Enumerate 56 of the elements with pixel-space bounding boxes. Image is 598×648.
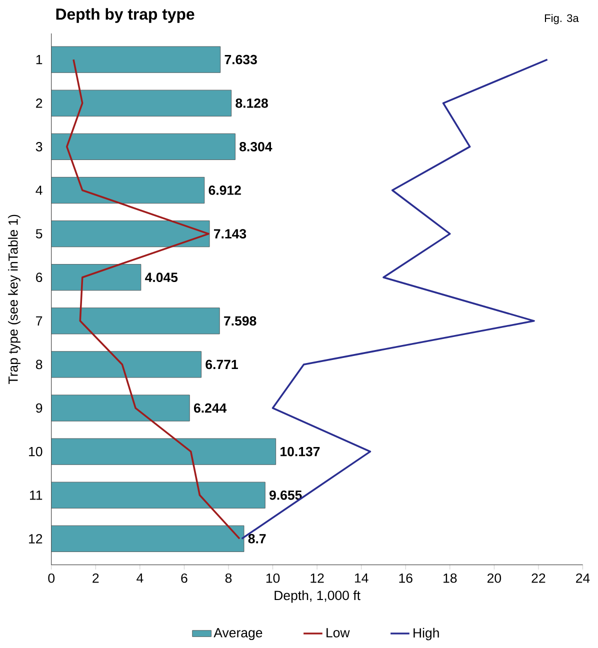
y-axis-title: Trap type (see key inTable 1) [8,214,20,384]
y-tick-label: 8 [36,360,42,370]
y-tick-label: 10 [28,446,42,456]
y-tick-label: 7 [36,316,42,326]
bar [51,264,142,291]
bar [51,133,236,160]
x-tick-label: 2 [92,573,99,583]
bar [51,394,190,422]
bar [51,308,220,334]
y-tick-label: 12 [28,534,42,544]
data-label: 6.771 [206,360,238,370]
x-tick-label: 10 [266,573,280,583]
bar [51,438,276,465]
x-tick-label: 0 [48,573,54,583]
y-tick-label: 11 [30,490,42,500]
data-label: 9.655 [269,490,302,500]
data-label: 7.143 [214,229,246,239]
x-tick-label: 8 [225,573,232,583]
bar [51,351,202,378]
bar [51,176,205,204]
y-tick-label: 3 [36,142,42,152]
y-tick-label: 2 [36,98,42,108]
x-tick-label: 22 [532,573,546,583]
x-tick-label: 18 [443,573,457,583]
y-tick-label: 9 [36,403,42,413]
y-tick-label: 4 [36,186,42,195]
caption: Fig. 3a [544,14,579,24]
x-tick-label: 12 [310,573,324,583]
bar [51,525,244,552]
data-label: 8.7 [248,534,266,544]
bar [51,46,220,73]
legend-label: Average [214,628,262,640]
x-axis-title: Depth, 1,000 ft [274,590,360,603]
data-label: 6.912 [208,186,241,195]
data-label: 4.045 [144,272,178,282]
x-tick-label: 6 [181,573,188,583]
data-label: 8.304 [239,142,272,152]
data-label: 7.633 [224,54,257,64]
data-label: 10.137 [280,446,320,456]
data-label: 7.598 [224,316,256,326]
y-tick-label: 6 [36,272,42,282]
y-tick-label: 5 [36,229,42,238]
x-tick-label: 20 [487,573,501,583]
legend-label: Low [326,628,350,638]
bar [51,482,266,508]
x-tick-label: 4 [136,573,144,583]
chart-title: Depth by trap type [56,8,194,23]
x-tick-label: 14 [354,573,368,583]
bar [51,220,210,248]
data-label: 6.244 [194,403,226,413]
y-tick-label: 1 [36,55,42,64]
bar [51,90,232,116]
x-tick-label: 24 [576,573,590,583]
data-label: 8.128 [236,98,268,108]
x-tick-label: 16 [399,573,412,583]
legend-label: High [413,628,439,640]
